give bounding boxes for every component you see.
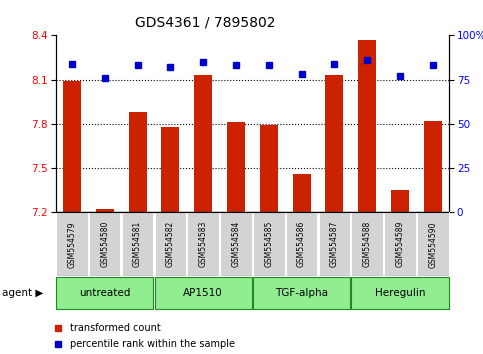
Bar: [227, 122, 245, 212]
Bar: [155, 277, 252, 309]
Text: percentile rank within the sample: percentile rank within the sample: [70, 339, 235, 349]
Text: GSM554588: GSM554588: [363, 221, 372, 267]
Bar: [286, 212, 317, 276]
Bar: [391, 190, 409, 212]
Bar: [319, 212, 350, 276]
Bar: [253, 277, 350, 309]
Bar: [63, 81, 81, 212]
Text: GSM554589: GSM554589: [396, 221, 404, 268]
Bar: [352, 212, 383, 276]
Bar: [260, 125, 278, 212]
Text: GSM554581: GSM554581: [133, 221, 142, 267]
Bar: [352, 277, 449, 309]
Text: TGF-alpha: TGF-alpha: [275, 288, 328, 298]
Bar: [56, 212, 88, 276]
Text: GSM554579: GSM554579: [68, 221, 76, 268]
Text: GSM554583: GSM554583: [199, 221, 208, 268]
Text: GSM554584: GSM554584: [231, 221, 241, 268]
Text: untreated: untreated: [79, 288, 130, 298]
Bar: [187, 212, 219, 276]
Text: GSM554590: GSM554590: [428, 221, 437, 268]
Text: Heregulin: Heregulin: [375, 288, 425, 298]
Text: GSM554580: GSM554580: [100, 221, 109, 268]
Bar: [56, 277, 153, 309]
Bar: [194, 75, 212, 212]
Bar: [89, 212, 120, 276]
Bar: [417, 212, 449, 276]
Bar: [358, 40, 376, 212]
Text: GSM554582: GSM554582: [166, 221, 175, 267]
Text: transformed count: transformed count: [70, 323, 161, 333]
Bar: [155, 212, 186, 276]
Bar: [96, 210, 114, 212]
Bar: [253, 212, 284, 276]
Bar: [424, 121, 442, 212]
Bar: [122, 212, 153, 276]
Bar: [220, 212, 252, 276]
Bar: [293, 174, 311, 212]
Text: agent ▶: agent ▶: [2, 288, 44, 298]
Bar: [326, 75, 343, 212]
Bar: [161, 127, 179, 212]
Text: GSM554586: GSM554586: [297, 221, 306, 268]
Bar: [128, 112, 146, 212]
Bar: [384, 212, 416, 276]
Text: GSM554585: GSM554585: [264, 221, 273, 268]
Text: GSM554587: GSM554587: [330, 221, 339, 268]
Text: AP1510: AP1510: [183, 288, 223, 298]
Text: GDS4361 / 7895802: GDS4361 / 7895802: [135, 16, 275, 30]
